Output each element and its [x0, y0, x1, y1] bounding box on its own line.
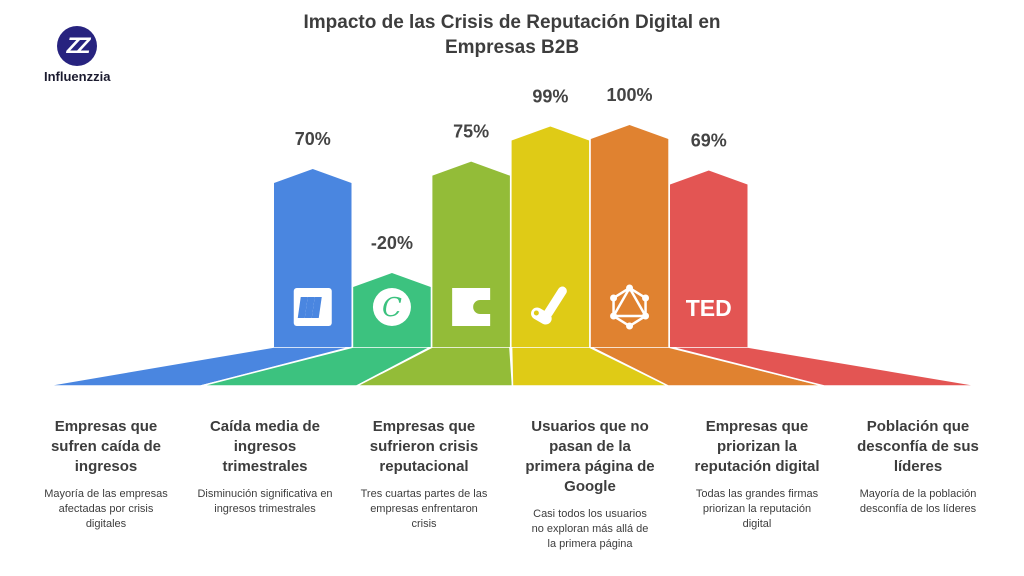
category-column: Empresas que priorizan la reputación dig…	[687, 417, 827, 532]
bar	[670, 170, 748, 347]
value-label: -20%	[371, 233, 413, 253]
value-label: 69%	[691, 130, 727, 150]
canva-icon: C	[372, 288, 411, 326]
value-label: 99%	[532, 86, 568, 106]
category-description: Casi todos los usuarios no exploran más …	[531, 508, 649, 550]
category-description: Mayoría de la población desconfía de los…	[859, 488, 977, 515]
category-column: Caída media de ingresos trimestrales Dism…	[197, 417, 332, 517]
bar	[511, 126, 590, 347]
miro-icon	[293, 288, 332, 326]
svg-text:C: C	[382, 293, 402, 323]
category-description: Tres cuartas partes de las empresas enfr…	[360, 488, 488, 530]
category-description: Disminución significativa en ingresos tr…	[197, 488, 333, 515]
bar	[432, 161, 510, 347]
logo: ZZ Influenzzia	[44, 26, 110, 84]
logo-name: Influenzzia	[44, 69, 111, 84]
paint-roller-icon	[531, 286, 567, 325]
category-description: Mayoría de las empresas afectadas por cr…	[44, 488, 168, 530]
bar	[590, 125, 669, 347]
clipchamp-icon	[452, 288, 491, 326]
ted-icon: TED	[686, 295, 732, 321]
category-description: Todas las grandes firmas priorizan la re…	[695, 488, 819, 530]
category-label: Usuarios que no pasan de la primera pági…	[525, 418, 655, 495]
graphql-icon	[610, 284, 650, 330]
category-label: Caída media de ingresos trimestrales	[209, 418, 321, 475]
value-label: 100%	[607, 85, 653, 105]
value-label: 75%	[453, 122, 489, 142]
value-label: 70%	[295, 129, 331, 149]
category-column: Población que desconfía de sus líderes Ma…	[852, 417, 984, 517]
bar	[274, 169, 352, 347]
category-label: Empresas que priorizan la reputación dig…	[694, 418, 820, 475]
category-column: Empresas que sufren caída de ingresos May…	[40, 417, 172, 532]
category-column: Empresas que sufrieron crisis reputacion…	[358, 417, 490, 532]
category-label: Empresas que sufrieron crisis reputacion…	[369, 418, 479, 475]
logo-mark: ZZ	[57, 26, 97, 66]
chart-title: Impacto de las Crisis de Reputación Digi…	[303, 12, 721, 58]
svg-text:TED: TED	[686, 295, 732, 321]
category-label: Empresas que sufren caída de ingresos	[50, 418, 162, 475]
category-column: Usuarios que no pasan de la primera pági…	[520, 417, 660, 552]
category-label: Población que desconfía de sus líderes	[857, 418, 979, 475]
